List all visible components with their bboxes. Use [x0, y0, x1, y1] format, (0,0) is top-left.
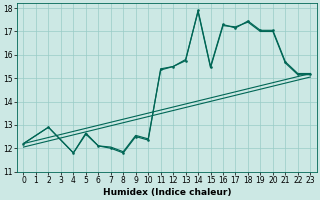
Point	[171, 65, 176, 68]
Point	[108, 147, 113, 150]
Point	[83, 133, 88, 136]
Point	[196, 9, 201, 12]
Point	[308, 72, 313, 75]
Point	[283, 60, 288, 63]
X-axis label: Humidex (Indice chaleur): Humidex (Indice chaleur)	[103, 188, 231, 197]
Point	[245, 19, 251, 23]
Point	[133, 135, 138, 138]
Point	[220, 23, 226, 26]
Point	[295, 72, 300, 75]
Point	[258, 29, 263, 32]
Point	[233, 26, 238, 30]
Point	[208, 65, 213, 68]
Point	[71, 151, 76, 155]
Point	[158, 67, 163, 70]
Point	[270, 29, 276, 32]
Point	[146, 138, 151, 142]
Point	[21, 142, 26, 145]
Point	[183, 59, 188, 62]
Point	[46, 126, 51, 129]
Point	[96, 144, 101, 147]
Point	[121, 151, 126, 155]
